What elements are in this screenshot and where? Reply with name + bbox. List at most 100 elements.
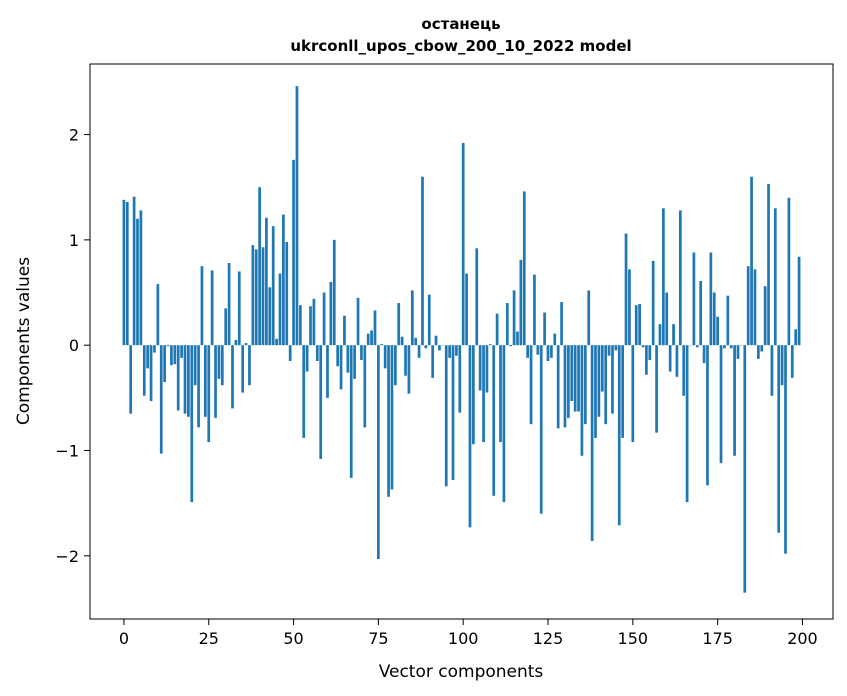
bar: [248, 345, 251, 386]
bar: [353, 345, 356, 379]
bar: [685, 345, 689, 503]
bar: [312, 298, 316, 346]
bar: [227, 263, 231, 346]
bar: [787, 197, 791, 346]
bar: [621, 345, 625, 438]
y-axis-ticks: −2 −1 0 1 2: [55, 126, 90, 566]
bar: [560, 302, 563, 346]
bar: [743, 345, 747, 593]
bars-group: [122, 86, 801, 593]
bar: [136, 218, 139, 346]
bar: [512, 290, 516, 346]
bar: [583, 345, 587, 425]
bar: [200, 266, 204, 346]
bar: [726, 295, 730, 346]
bar: [543, 312, 546, 346]
y-axis-label: Components values: [14, 257, 34, 425]
bar: [502, 345, 506, 503]
x-tick-label: 175: [702, 629, 733, 648]
bar: [763, 286, 767, 346]
bar: [271, 226, 275, 346]
bar: [336, 345, 340, 367]
bar: [526, 345, 530, 358]
bar: [712, 292, 716, 346]
x-tick-label: 25: [199, 629, 219, 648]
bar: [665, 292, 669, 346]
bar: [478, 345, 482, 391]
bar: [553, 333, 557, 346]
bar: [675, 345, 679, 377]
bar: [770, 345, 774, 396]
bar: [631, 345, 635, 443]
bar: [329, 282, 333, 346]
bar: [275, 338, 278, 346]
bar: [716, 316, 719, 346]
bar: [417, 345, 421, 358]
bar: [760, 345, 764, 352]
bar: [614, 345, 618, 351]
bar: [373, 310, 377, 346]
bar: [268, 287, 272, 346]
bar: [546, 345, 550, 361]
y-tick-label: 1: [69, 231, 79, 250]
bar: [295, 86, 299, 346]
bar: [146, 345, 150, 369]
bar: [414, 337, 418, 346]
bar: [173, 345, 177, 365]
bar: [777, 345, 781, 533]
bar: [692, 252, 696, 346]
bar: [597, 345, 601, 417]
bar: [319, 345, 323, 459]
bar: [434, 335, 438, 346]
bar: [139, 210, 143, 346]
bar: [590, 345, 594, 542]
bar: [431, 345, 435, 378]
bar: [719, 345, 723, 464]
bar: [142, 345, 146, 396]
bar: [750, 176, 753, 346]
bar: [529, 345, 533, 425]
bar: [723, 345, 726, 349]
x-axis-ticks: 0 25 50 75 100 125 150 175 200: [119, 619, 818, 648]
bar: [390, 345, 394, 490]
bar: [709, 252, 713, 346]
bar: [387, 345, 390, 497]
bar: [400, 336, 404, 346]
bar: [628, 269, 631, 346]
bar: [634, 305, 638, 346]
bar: [797, 256, 801, 346]
bar: [682, 345, 686, 396]
plot-frame: [89, 63, 834, 620]
y-tick-label: 2: [69, 126, 79, 145]
bar: [516, 331, 519, 346]
y-tick-label: −2: [55, 547, 79, 566]
bar: [360, 345, 363, 360]
bar: [505, 303, 509, 346]
bar: [285, 241, 289, 346]
bar: [149, 345, 153, 402]
bar: [224, 308, 228, 346]
bar: [536, 345, 540, 355]
bar: [282, 214, 285, 346]
bar: [278, 273, 282, 346]
bar: [237, 271, 241, 346]
bar: [217, 345, 221, 379]
bar: [539, 345, 543, 514]
bar: [207, 345, 211, 443]
bar: [563, 345, 567, 428]
x-tick-label: 50: [283, 629, 303, 648]
bar: [794, 329, 798, 346]
bar: [407, 345, 411, 394]
bar: [156, 284, 160, 346]
bar: [580, 345, 584, 456]
bar: [519, 259, 523, 346]
bar: [231, 345, 234, 409]
bar: [190, 345, 194, 503]
bar: [638, 304, 641, 346]
bar: [617, 345, 621, 526]
bar: [197, 345, 200, 428]
bar: [122, 199, 126, 346]
bar: [699, 280, 703, 346]
bar: [587, 290, 591, 346]
